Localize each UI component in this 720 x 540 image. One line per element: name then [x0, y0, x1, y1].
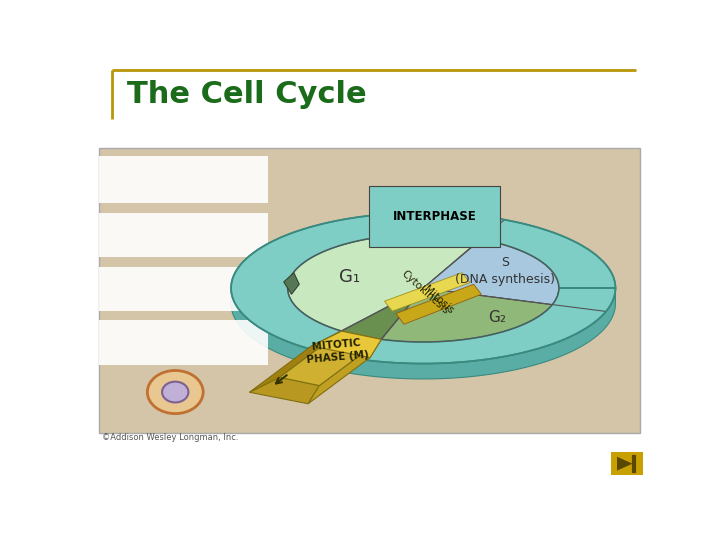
Polygon shape — [423, 239, 559, 305]
Text: The Cell Cycle: The Cell Cycle — [127, 80, 366, 110]
Polygon shape — [249, 377, 320, 404]
Polygon shape — [231, 288, 616, 379]
FancyBboxPatch shape — [99, 213, 269, 257]
FancyBboxPatch shape — [99, 267, 269, 311]
Text: G₁: G₁ — [339, 267, 360, 286]
Polygon shape — [279, 331, 382, 386]
Polygon shape — [396, 284, 482, 325]
Ellipse shape — [148, 370, 203, 414]
Ellipse shape — [162, 382, 189, 402]
Text: ©Addison Wesley Longman, Inc.: ©Addison Wesley Longman, Inc. — [102, 433, 239, 442]
Text: Mitosis: Mitosis — [422, 284, 456, 315]
Text: INTERPHASE: INTERPHASE — [393, 210, 477, 223]
Polygon shape — [231, 213, 616, 363]
Polygon shape — [287, 233, 559, 303]
Polygon shape — [382, 288, 552, 342]
Text: G₂: G₂ — [488, 310, 506, 325]
Polygon shape — [341, 288, 423, 339]
FancyBboxPatch shape — [99, 156, 269, 204]
Text: S
(DNA synthesis): S (DNA synthesis) — [454, 256, 554, 286]
FancyBboxPatch shape — [99, 320, 269, 365]
Polygon shape — [287, 234, 480, 331]
Polygon shape — [249, 331, 341, 392]
Polygon shape — [284, 273, 300, 294]
Text: MITOTIC
PHASE (M): MITOTIC PHASE (M) — [305, 338, 369, 365]
Polygon shape — [308, 339, 382, 404]
Polygon shape — [312, 331, 382, 357]
FancyBboxPatch shape — [611, 452, 644, 475]
Text: Cytokinesis: Cytokinesis — [399, 268, 451, 316]
Polygon shape — [617, 457, 632, 470]
FancyBboxPatch shape — [99, 148, 640, 433]
Polygon shape — [384, 273, 469, 311]
